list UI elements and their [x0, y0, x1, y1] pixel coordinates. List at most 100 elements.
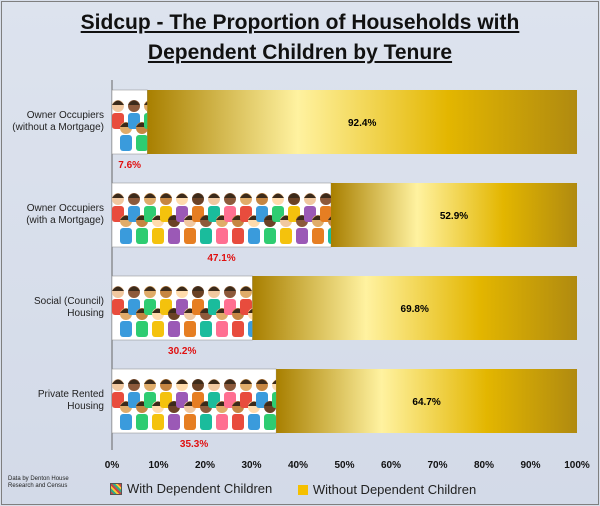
x-tick-label: 40%	[288, 460, 308, 471]
child-shirt	[152, 228, 164, 244]
child-shirt	[120, 414, 132, 430]
child-hair	[256, 193, 268, 198]
child-hair	[160, 193, 172, 198]
chart-title-line-2: Dependent Children by Tenure	[147, 41, 453, 64]
child-shirt	[168, 414, 180, 430]
child-hair	[128, 193, 140, 198]
bar-without-dependent-children	[331, 183, 577, 247]
legend-label-without: Without Dependent Children	[312, 482, 477, 497]
x-tick-label: 30%	[241, 460, 261, 471]
x-tick-label: 70%	[427, 460, 447, 471]
child-shirt	[184, 321, 196, 337]
child-hair	[224, 193, 236, 198]
child-hair	[240, 193, 252, 198]
child-hair	[144, 379, 156, 384]
child-hair	[112, 193, 124, 198]
child-hair	[248, 308, 253, 313]
data-label-with: 7.6%	[118, 160, 141, 171]
bar-with-dependent-children	[111, 275, 253, 341]
child-hair	[272, 379, 277, 384]
child-hair	[304, 193, 316, 198]
data-label-with: 30.2%	[168, 346, 196, 357]
child-shirt	[264, 414, 276, 430]
legend-swatch-without	[297, 484, 308, 495]
data-label-without: 92.4%	[348, 118, 376, 129]
child-hair	[128, 379, 140, 384]
child-shirt	[200, 414, 212, 430]
legend-label-with: With Dependent Children	[127, 481, 273, 496]
child-hair	[320, 193, 332, 198]
x-tick-label: 10%	[148, 460, 168, 471]
child-hair	[256, 379, 268, 384]
child-shirt	[184, 228, 196, 244]
child-hair	[160, 379, 172, 384]
children-illustration	[112, 379, 277, 430]
child-hair	[240, 286, 252, 291]
child-hair	[128, 100, 140, 105]
data-label-with: 47.1%	[207, 253, 235, 264]
child-shirt	[216, 228, 228, 244]
data-label-without: 69.8%	[401, 304, 429, 315]
category-label: Private Rented Housing	[38, 389, 104, 412]
children-illustration	[112, 193, 332, 244]
chart-title: Sidcup - The Proportion of Households wi…	[0, 8, 600, 68]
child-shirt	[216, 414, 228, 430]
source-note-line-1: Data by Denton House	[8, 476, 69, 482]
bar-with-dependent-children	[111, 89, 148, 155]
child-shirt	[248, 321, 253, 337]
child-shirt	[120, 135, 132, 151]
child-hair	[112, 100, 124, 105]
source-note: Data by Denton House Research and Census	[8, 476, 88, 490]
child-shirt	[152, 414, 164, 430]
child-hair	[128, 286, 140, 291]
child-shirt	[216, 321, 228, 337]
child-shirt	[168, 228, 180, 244]
child-hair	[192, 193, 204, 198]
child-shirt	[136, 414, 148, 430]
chart-title-line-1: Sidcup - The Proportion of Households wi…	[80, 11, 520, 34]
child-shirt	[280, 228, 292, 244]
bar-without-dependent-children	[252, 276, 577, 340]
legend-item-without: Without Dependent Children	[297, 482, 477, 497]
children-illustration	[112, 100, 148, 151]
child-shirt	[328, 228, 332, 244]
data-label-without: 52.9%	[440, 211, 468, 222]
child-shirt	[136, 135, 148, 151]
child-shirt	[168, 321, 180, 337]
category-label: Owner Occupiers (without a Mortgage)	[12, 110, 104, 133]
child-hair	[144, 193, 156, 198]
bar-without-dependent-children	[147, 90, 577, 154]
x-tick-label: 90%	[520, 460, 540, 471]
child-shirt	[144, 113, 148, 129]
x-tick-label: 20%	[195, 460, 215, 471]
child-hair	[112, 286, 124, 291]
child-hair	[144, 286, 156, 291]
child-hair	[144, 101, 148, 105]
child-shirt	[248, 414, 260, 430]
child-shirt	[320, 206, 332, 222]
child-hair	[208, 286, 220, 291]
category-label: Social (Council) Housing	[34, 296, 104, 319]
bar-with-dependent-children	[111, 182, 332, 248]
data-label-with: 35.3%	[180, 439, 208, 450]
child-shirt	[184, 414, 196, 430]
child-hair	[112, 379, 124, 384]
child-hair	[176, 379, 188, 384]
child-hair	[176, 193, 188, 198]
child-shirt	[152, 321, 164, 337]
child-shirt	[232, 321, 244, 337]
child-hair	[328, 216, 332, 220]
child-shirt	[120, 228, 132, 244]
child-shirt	[272, 392, 277, 408]
child-hair	[160, 286, 172, 291]
child-shirt	[296, 228, 308, 244]
child-hair	[240, 379, 252, 384]
child-hair	[288, 193, 300, 198]
child-hair	[272, 193, 284, 198]
child-shirt	[136, 321, 148, 337]
child-hair	[192, 286, 204, 291]
bar-with-dependent-children	[111, 368, 277, 434]
child-hair	[176, 286, 188, 291]
child-shirt	[264, 228, 276, 244]
